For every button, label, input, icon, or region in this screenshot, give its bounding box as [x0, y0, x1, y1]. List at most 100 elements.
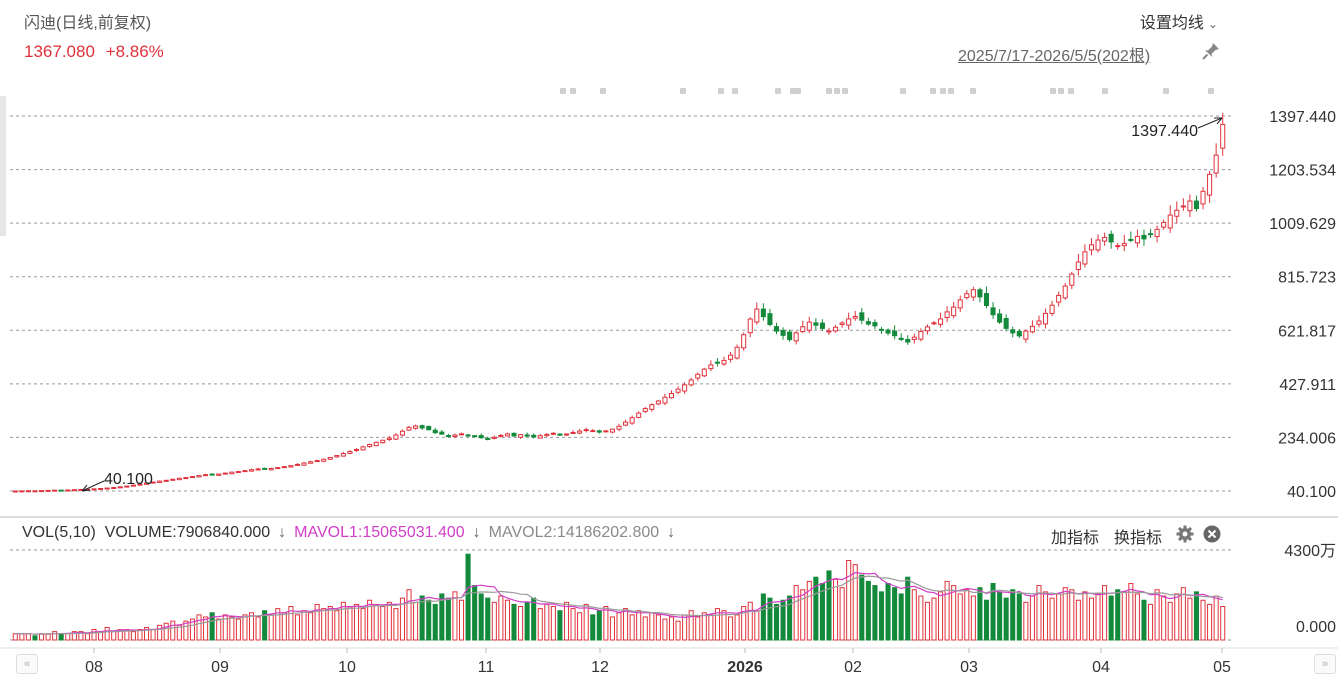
- candle-body: [1154, 228, 1160, 238]
- candle-body: [813, 322, 819, 326]
- ma-setting-button[interactable]: 设置均线 ⌄: [1140, 9, 1218, 33]
- event-marker[interactable]: [1050, 88, 1056, 94]
- candle-body: [183, 477, 189, 480]
- candle-body: [688, 379, 694, 386]
- close-icon[interactable]: [1203, 525, 1221, 543]
- volume-bar: [1102, 585, 1108, 641]
- volume-bar: [924, 601, 930, 641]
- event-marker[interactable]: [1058, 88, 1064, 94]
- candle-body: [268, 467, 274, 471]
- volume-bar: [294, 614, 300, 641]
- volume-bar: [308, 612, 314, 641]
- volume-bar: [465, 553, 471, 641]
- volume-bar: [931, 597, 937, 641]
- candle-body: [997, 313, 1003, 323]
- candle-body: [826, 330, 832, 333]
- candle-body: [419, 425, 425, 429]
- candle-body: [977, 289, 983, 298]
- event-marker[interactable]: [560, 88, 566, 94]
- candle-body: [1049, 304, 1055, 314]
- event-marker[interactable]: [1068, 88, 1074, 94]
- event-marker[interactable]: [1208, 88, 1214, 94]
- date-range-link[interactable]: 2025/7/17-2026/5/5(202根): [958, 48, 1151, 65]
- volume-bar: [563, 601, 570, 641]
- volume-bar: [485, 597, 491, 641]
- candle-body: [406, 426, 412, 431]
- volume-bar: [71, 631, 77, 641]
- volume-bar: [905, 576, 911, 641]
- volume-bar: [1023, 601, 1029, 641]
- candle-body: [1023, 330, 1029, 340]
- candle-body: [1082, 251, 1088, 265]
- price-tick-label: 427.911: [1279, 377, 1336, 394]
- event-marker[interactable]: [834, 88, 840, 94]
- min-arrow-head: [81, 484, 91, 492]
- arrow-down-icon: ↓: [667, 524, 676, 541]
- candle-body: [373, 441, 379, 447]
- volume-bar: [675, 620, 681, 641]
- event-marker[interactable]: [732, 88, 738, 94]
- volume-bar: [773, 603, 780, 641]
- volume-bar: [951, 585, 957, 641]
- volume-bar: [130, 631, 136, 641]
- volume-bar: [1161, 595, 1167, 641]
- volume-bar: [262, 610, 268, 641]
- candle-body: [458, 433, 465, 436]
- volume-bar: [399, 597, 405, 641]
- candle-body: [951, 306, 957, 317]
- candle-body: [353, 449, 360, 452]
- min-price-arrow: [81, 480, 105, 492]
- volume-bar: [898, 593, 904, 641]
- event-marker[interactable]: [795, 88, 801, 94]
- volume-bar: [806, 580, 812, 641]
- event-marker[interactable]: [1102, 88, 1108, 94]
- event-marker[interactable]: [570, 88, 576, 94]
- candle-body: [1220, 123, 1226, 149]
- switch-indicator-button[interactable]: 换指标: [1114, 530, 1163, 547]
- volume-bar: [865, 580, 871, 641]
- event-marker[interactable]: [930, 88, 936, 94]
- scroll-right-button[interactable]: »: [1314, 654, 1336, 674]
- gear-icon[interactable]: [1176, 525, 1194, 543]
- candle-body: [596, 430, 602, 433]
- candle-body: [924, 326, 930, 332]
- candle-body: [399, 430, 405, 436]
- pin-icon[interactable]: [1200, 40, 1222, 62]
- volume-bar: [445, 597, 451, 641]
- volume-bar: [741, 606, 747, 641]
- volume-bar: [183, 620, 189, 641]
- event-marker[interactable]: [1163, 88, 1169, 94]
- volume-bar: [728, 616, 734, 641]
- volume-bar: [1121, 591, 1127, 641]
- candle-body: [25, 490, 31, 493]
- event-marker[interactable]: [948, 88, 954, 94]
- candle-body: [773, 326, 780, 332]
- volume-bar: [531, 597, 537, 641]
- candle-body: [235, 471, 241, 474]
- candle-body: [1102, 236, 1108, 242]
- volume-bar: [111, 631, 117, 641]
- candle-body: [347, 451, 353, 454]
- event-marker[interactable]: [775, 88, 781, 94]
- volume-bar: [629, 614, 635, 641]
- volume-bar: [1075, 599, 1081, 641]
- event-marker[interactable]: [600, 88, 606, 94]
- event-marker[interactable]: [940, 88, 946, 94]
- event-marker[interactable]: [680, 88, 686, 94]
- left-edge-handle[interactable]: [0, 96, 6, 236]
- event-marker[interactable]: [970, 88, 976, 94]
- event-marker[interactable]: [790, 88, 796, 94]
- candle-body: [478, 435, 484, 439]
- volume-bar: [892, 587, 898, 641]
- add-indicator-button[interactable]: 加指标: [1051, 530, 1100, 547]
- event-marker[interactable]: [842, 88, 848, 94]
- volume-bar: [596, 610, 602, 641]
- mavol1-value: MAVOL1:15065031.400: [294, 524, 465, 541]
- volume-bar: [301, 610, 307, 641]
- event-marker[interactable]: [826, 88, 832, 94]
- event-marker[interactable]: [718, 88, 724, 94]
- event-marker[interactable]: [900, 88, 906, 94]
- candle-body: [859, 312, 865, 321]
- scroll-left-button[interactable]: «: [16, 654, 38, 674]
